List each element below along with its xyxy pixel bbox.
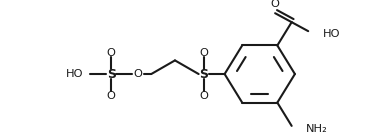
- Text: O: O: [199, 47, 208, 58]
- Text: HO: HO: [323, 29, 340, 39]
- Text: S: S: [107, 67, 116, 80]
- Text: O: O: [199, 91, 208, 101]
- Text: O: O: [107, 47, 116, 58]
- Text: HO: HO: [66, 69, 83, 79]
- Text: O: O: [271, 0, 280, 9]
- Text: NH₂: NH₂: [306, 124, 328, 134]
- Text: O: O: [107, 91, 116, 101]
- Text: O: O: [133, 69, 142, 79]
- Text: S: S: [199, 67, 208, 80]
